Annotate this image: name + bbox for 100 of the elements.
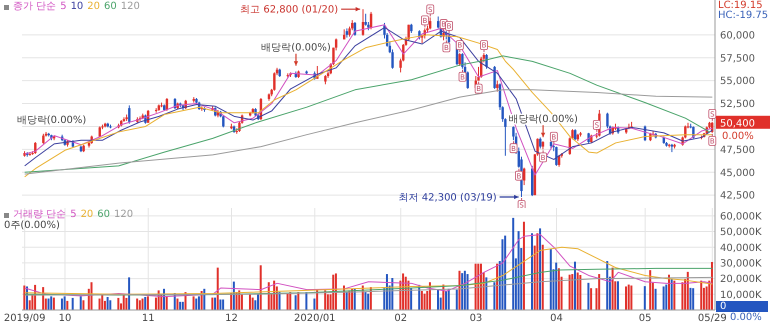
- line-series: [24, 276, 713, 296]
- annotation: 배당락(0.00%): [16, 115, 86, 126]
- legend-title: 종가 단순: [13, 1, 56, 13]
- bar: [216, 268, 219, 310]
- bar: [436, 290, 439, 310]
- bar: [474, 264, 477, 310]
- bar: [297, 292, 300, 310]
- bar: [518, 231, 520, 310]
- bar: [522, 222, 525, 310]
- candlestick: [98, 126, 101, 138]
- candlestick: [522, 167, 526, 186]
- bar: [166, 296, 168, 310]
- bar: [252, 298, 254, 310]
- bar: [176, 298, 178, 310]
- bar: [686, 272, 689, 310]
- bar: [106, 296, 109, 310]
- bar: [50, 296, 52, 310]
- bar: [689, 288, 692, 310]
- bar: [579, 275, 582, 310]
- text: 60: [97, 209, 110, 221]
- candlestick: [496, 80, 499, 92]
- candlestick: [354, 21, 356, 36]
- bar: [477, 264, 480, 310]
- candlestick: [458, 52, 461, 66]
- bar: [410, 288, 412, 310]
- bar: [48, 298, 50, 310]
- candlestick: [342, 28, 346, 40]
- x-tick-label: 05/29: [698, 313, 727, 324]
- bar: [445, 291, 448, 310]
- bar: [692, 288, 694, 310]
- candlestick: [370, 11, 372, 30]
- bar: [136, 298, 138, 310]
- annotation: 최저 42,300 (03/19): [398, 192, 497, 204]
- bar: [346, 292, 348, 310]
- bar: [700, 280, 702, 310]
- bar: [367, 294, 370, 310]
- bar: [630, 286, 632, 310]
- candlestick: [364, 13, 367, 26]
- bar: [504, 236, 506, 310]
- bar: [464, 270, 466, 310]
- bar: [286, 294, 289, 310]
- bar: [598, 274, 600, 310]
- bar: [313, 298, 316, 310]
- bar: [536, 233, 538, 310]
- candlestick: [555, 146, 558, 166]
- bar: [125, 298, 128, 310]
- bar: [574, 262, 576, 310]
- y-tick-label: 40,000K: [720, 242, 762, 254]
- bar: [182, 302, 184, 310]
- candlestick: [574, 128, 576, 141]
- bar: [72, 298, 74, 310]
- bar: [461, 273, 464, 310]
- text: HC:-19.75: [718, 10, 768, 21]
- bar: [98, 298, 101, 310]
- bar: [644, 286, 646, 310]
- bar: [260, 265, 262, 310]
- bar: [590, 288, 592, 310]
- bar: [612, 268, 614, 310]
- bar: [710, 262, 713, 310]
- bar: [142, 298, 144, 310]
- text: 120: [114, 209, 134, 221]
- candlestick: [222, 114, 225, 128]
- candlestick: [128, 104, 131, 124]
- bar: [501, 239, 504, 310]
- x-tick-label: 02: [394, 313, 408, 324]
- bar: [64, 296, 66, 310]
- bar: [80, 296, 82, 310]
- y-tick-label: 50,000K: [720, 227, 762, 238]
- annotation: 0주(0.00%): [4, 220, 60, 231]
- bar: [117, 298, 120, 310]
- text: 0.00%: [730, 312, 762, 323]
- bar: [211, 298, 214, 310]
- candlestick: [558, 154, 560, 168]
- bar: [257, 294, 260, 310]
- x-tick-label: 2020/01: [294, 313, 336, 324]
- y-tick-label: 45,000: [720, 168, 755, 179]
- bar: [198, 296, 200, 310]
- bar: [192, 296, 195, 310]
- text: 20: [87, 1, 100, 13]
- text: 5: [70, 209, 77, 221]
- bar: [52, 298, 55, 310]
- bar: [628, 284, 630, 310]
- candlestick: [324, 74, 327, 85]
- bar: [673, 280, 676, 310]
- bar: [496, 264, 498, 310]
- bar: [662, 286, 665, 310]
- bar: [587, 282, 590, 310]
- bar: [278, 292, 281, 310]
- bar: [616, 281, 619, 310]
- y-tick-label: 30,000K: [720, 258, 762, 270]
- y-tick-label: 10,000K: [720, 290, 762, 301]
- candlestick: [166, 98, 168, 112]
- y-tick-label: 47,500: [720, 144, 755, 156]
- bar: [326, 294, 329, 310]
- candlestick: [493, 65, 496, 90]
- bar: [214, 298, 216, 310]
- candlestick: [42, 133, 45, 144]
- x-tick-label: 03: [470, 313, 482, 324]
- bar: [219, 299, 222, 310]
- x-tick-label: 10: [58, 313, 72, 324]
